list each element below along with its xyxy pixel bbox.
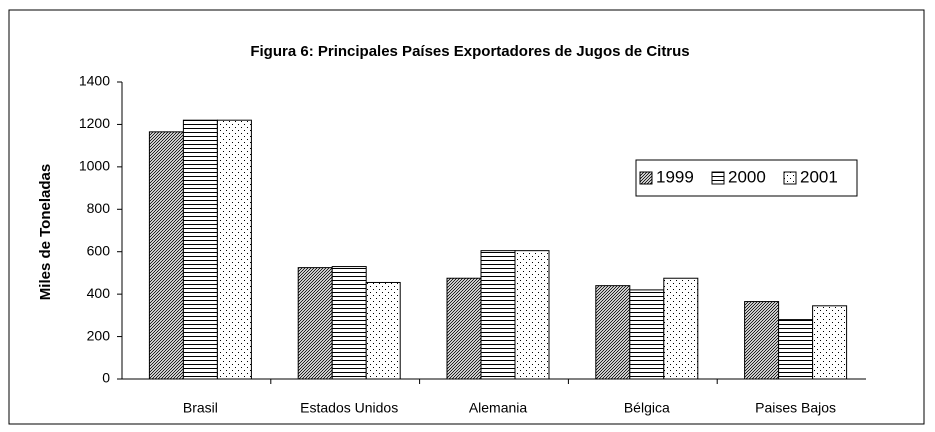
x-tick-label: Estados Unidos [300,400,398,416]
y-tick-label: 1400 [79,73,110,89]
legend-box [635,159,858,197]
bar [595,285,631,380]
bar [365,281,401,380]
legend-swatch [639,171,653,185]
bar [216,119,252,380]
y-tick-label: 1200 [79,115,110,131]
y-tick-label: 800 [87,200,111,216]
x-tick-label: Bélgica [624,400,670,416]
legend-label: 1999 [656,167,694,186]
y-tick-label: 1000 [79,158,110,174]
y-tick-label: 600 [87,242,111,258]
bar [812,305,848,380]
x-tick-label: Paises Bajos [755,400,836,416]
x-tick-label: Brasil [183,400,218,416]
bar [148,131,184,380]
bar [480,250,516,380]
legend-swatch [783,171,797,185]
y-tick-label: 0 [102,370,110,386]
bar [744,301,780,380]
bar [629,289,665,380]
chart-title: Figura 6: Principales Países Exportadore… [250,43,689,60]
bar [778,319,814,380]
bar [297,267,333,380]
x-tick-label: Alemania [469,400,528,416]
y-tick-label: 200 [87,327,111,343]
bar [663,277,699,380]
bar [182,119,218,380]
legend-label: 2000 [728,167,766,186]
bar [514,250,550,380]
bar [446,277,482,380]
legend-swatch [711,171,725,185]
y-axis-label: Miles de Toneladas [37,164,54,300]
legend-label: 2001 [800,167,838,186]
bar [331,266,367,380]
y-tick-label: 400 [87,285,111,301]
